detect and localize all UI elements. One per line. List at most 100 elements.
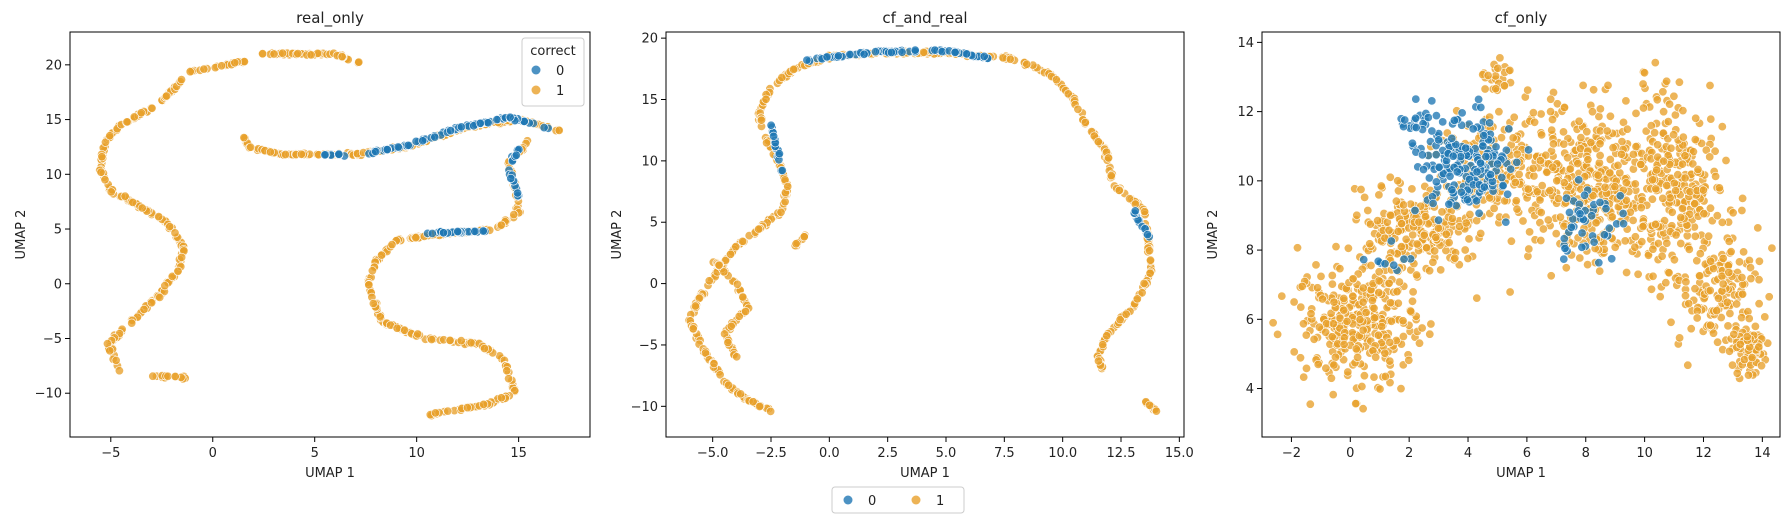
data-point	[1651, 219, 1661, 229]
data-point	[859, 49, 869, 59]
data-point	[1414, 217, 1424, 227]
data-point	[1506, 164, 1516, 174]
data-point	[1705, 320, 1715, 330]
data-point	[1605, 168, 1615, 178]
data-point	[777, 166, 787, 176]
data-point	[364, 280, 374, 290]
x-tick-label: 2.5	[877, 446, 898, 461]
y-tick-label: 10	[1237, 174, 1254, 189]
data-point	[1080, 118, 1090, 128]
data-point	[1610, 182, 1620, 192]
data-point	[1610, 242, 1620, 252]
data-point	[1676, 239, 1686, 249]
data-point	[1565, 208, 1575, 218]
data-point	[1698, 185, 1708, 195]
data-point	[1411, 123, 1421, 133]
data-point	[1600, 182, 1610, 192]
data-point	[1705, 285, 1715, 295]
data-point	[1145, 400, 1155, 410]
data-point	[1425, 329, 1435, 339]
y-tick-label: −10	[631, 400, 658, 415]
data-point	[1699, 209, 1709, 219]
data-point	[1479, 182, 1489, 192]
data-point	[1760, 312, 1770, 322]
data-point	[106, 187, 116, 197]
data-point	[1396, 384, 1406, 394]
data-point	[1662, 76, 1672, 86]
data-point	[1476, 102, 1486, 112]
data-point	[1744, 313, 1754, 323]
data-point	[1615, 191, 1625, 201]
data-point	[1561, 263, 1571, 273]
data-point	[1671, 186, 1681, 196]
data-point	[278, 48, 288, 58]
data-point	[1725, 308, 1735, 318]
data-point	[1605, 111, 1615, 121]
data-point	[1536, 208, 1546, 218]
x-tick-label: 10.0	[1048, 446, 1077, 461]
data-point	[427, 229, 437, 239]
data-point	[456, 122, 466, 132]
data-point	[1480, 84, 1490, 94]
data-point	[1384, 278, 1394, 288]
data-point	[1667, 207, 1677, 217]
data-point	[1137, 288, 1147, 298]
data-point	[1538, 224, 1548, 234]
data-point	[1514, 169, 1524, 179]
data-point	[1145, 246, 1155, 256]
data-point	[1328, 319, 1338, 329]
data-point	[1495, 53, 1505, 63]
data-point	[258, 49, 268, 59]
data-point	[269, 49, 279, 59]
data-point	[1427, 96, 1437, 106]
data-point	[1359, 255, 1369, 265]
data-point	[511, 150, 521, 160]
data-point	[1659, 107, 1669, 117]
data-point	[979, 51, 989, 61]
data-point	[1309, 334, 1319, 344]
y-tick-label: 15	[45, 113, 62, 128]
data-point	[1560, 103, 1570, 113]
data-point	[897, 47, 907, 57]
data-point	[100, 175, 110, 185]
data-point	[1588, 107, 1598, 117]
data-point	[554, 125, 564, 135]
data-point	[1580, 190, 1590, 200]
data-point	[1465, 210, 1475, 220]
data-point	[170, 228, 180, 238]
data-point	[732, 279, 742, 289]
data-point	[1706, 114, 1716, 124]
data-point	[1750, 321, 1760, 331]
x-tick-label: 15.0	[1165, 446, 1194, 461]
data-point	[1394, 186, 1404, 196]
data-point	[1509, 112, 1519, 122]
data-point	[1595, 197, 1605, 207]
data-point	[1688, 147, 1698, 157]
data-point	[1722, 297, 1732, 307]
data-point	[1678, 132, 1688, 142]
data-point	[1365, 239, 1375, 249]
x-tick-label: 12	[1695, 446, 1712, 461]
data-point	[1448, 151, 1458, 161]
x-tick-label: −5	[101, 446, 120, 461]
scatter-points	[684, 45, 1161, 416]
data-point	[1560, 243, 1570, 253]
axes-frame	[69, 31, 591, 438]
data-point	[1385, 378, 1395, 388]
legend-marker	[531, 65, 541, 75]
bottom-legend-marker	[843, 495, 853, 505]
data-point	[1582, 127, 1592, 137]
data-point	[1704, 231, 1714, 241]
data-point	[1411, 113, 1421, 123]
data-point	[1647, 284, 1657, 294]
data-point	[1510, 178, 1520, 188]
data-point	[1427, 126, 1437, 136]
data-point	[1491, 84, 1501, 94]
data-point	[139, 304, 149, 314]
data-point	[1508, 133, 1518, 143]
data-point	[761, 94, 771, 104]
data-point	[1638, 79, 1648, 89]
data-point	[1739, 247, 1749, 257]
data-point	[1410, 206, 1420, 216]
data-point	[230, 58, 240, 68]
